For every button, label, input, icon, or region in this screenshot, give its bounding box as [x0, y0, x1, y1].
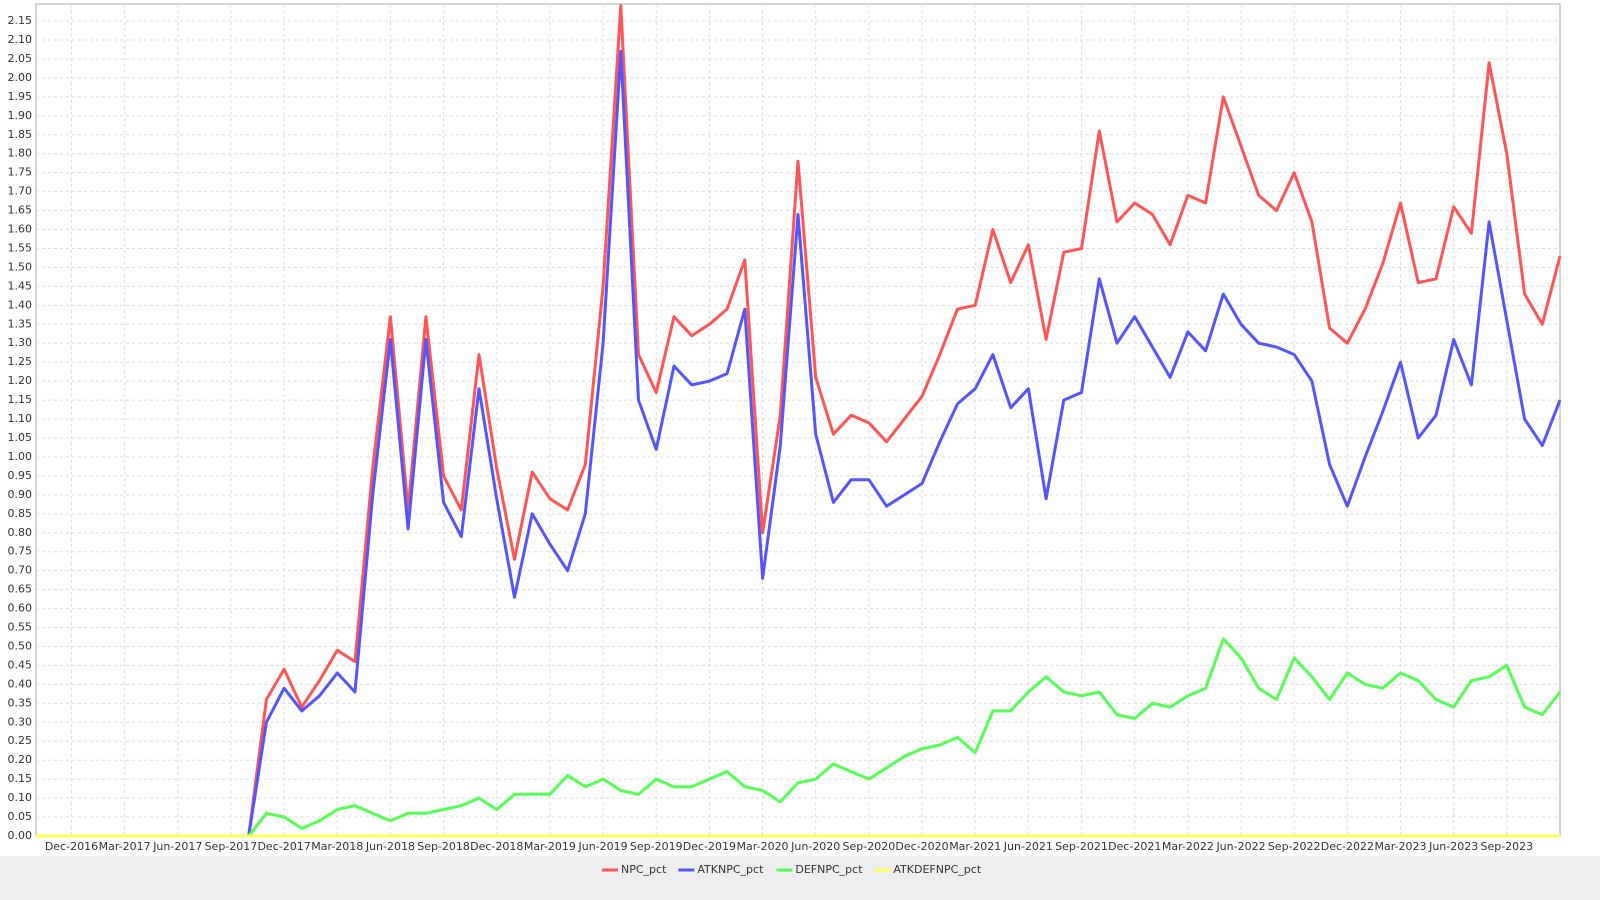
line-series [36, 637, 1562, 838]
x-tick-label: Jun-2017 [152, 840, 202, 853]
y-tick-label: 1.15 [8, 393, 33, 406]
line-series [36, 49, 1562, 838]
y-tick-label: 1.60 [8, 223, 33, 236]
x-tick-label: Sep-2017 [205, 840, 258, 853]
y-tick-label: 0.55 [8, 621, 33, 634]
x-tick-label: Jun-2021 [1003, 840, 1053, 853]
y-tick-label: 1.75 [8, 166, 33, 179]
x-tick-label: Dec-2018 [470, 840, 523, 853]
x-tick-label: Sep-2023 [1480, 840, 1533, 853]
y-tick-label: 1.70 [8, 185, 33, 198]
x-tick-label: Dec-2019 [683, 840, 736, 853]
y-tick-label: 0.15 [8, 772, 33, 785]
x-tick-label: Dec-2016 [45, 840, 98, 853]
y-tick-label: 0.60 [8, 602, 33, 615]
x-tick-label: Mar-2020 [737, 840, 789, 853]
y-tick-label: 0.65 [8, 583, 33, 596]
y-tick-label: 1.85 [8, 128, 33, 141]
y-tick-label: 0.30 [8, 715, 33, 728]
x-tick-label: Mar-2021 [949, 840, 1001, 853]
y-tick-label: 1.30 [8, 336, 33, 349]
legend-label: ATKNPC_pct [697, 863, 764, 876]
x-tick-label: Dec-2022 [1321, 840, 1374, 853]
x-tick-label: Sep-2018 [417, 840, 470, 853]
x-tick-label: Jun-2022 [1215, 840, 1265, 853]
legend-band [0, 856, 1600, 900]
y-tick-label: 1.65 [8, 204, 33, 217]
x-tick-label: Mar-2019 [524, 840, 576, 853]
x-tick-label: Sep-2020 [843, 840, 896, 853]
y-tick-label: 0.85 [8, 507, 33, 520]
y-tick-label: 1.55 [8, 241, 33, 254]
y-tick-label: 0.80 [8, 526, 33, 539]
y-tick-label: 0.35 [8, 696, 33, 709]
y-tick-label: 0.20 [8, 753, 33, 766]
legend-label: NPC_pct [621, 863, 667, 876]
y-tick-label: 0.70 [8, 564, 33, 577]
y-tick-label: 0.25 [8, 734, 33, 747]
x-tick-label: Mar-2022 [1162, 840, 1214, 853]
y-tick-label: 1.50 [8, 260, 33, 273]
x-tick-label: Mar-2018 [311, 840, 363, 853]
y-tick-label: 0.95 [8, 469, 33, 482]
x-tick-label: Jun-2020 [790, 840, 840, 853]
x-tick-label: Jun-2023 [1428, 840, 1478, 853]
y-tick-label: 0.00 [8, 829, 33, 842]
legend-label: ATKDEFNPC_pct [893, 863, 981, 876]
y-tick-label: 0.40 [8, 677, 33, 690]
x-tick-label: Dec-2017 [257, 840, 310, 853]
y-tick-label: 1.95 [8, 90, 33, 103]
legend-label: DEFNPC_pct [795, 863, 863, 876]
x-tick-label: Dec-2021 [1108, 840, 1161, 853]
x-tick-label: Sep-2021 [1055, 840, 1108, 853]
y-tick-label: 2.15 [8, 14, 33, 27]
y-tick-label: 0.45 [8, 658, 33, 671]
y-tick-label: 1.00 [8, 450, 33, 463]
x-tick-label: Dec-2020 [895, 840, 948, 853]
line-series [36, 4, 1562, 838]
y-tick-label: 1.05 [8, 431, 33, 444]
y-tick-label: 0.50 [8, 639, 33, 652]
y-tick-label: 0.05 [8, 810, 33, 823]
y-tick-label: 1.40 [8, 298, 33, 311]
x-tick-label: Jun-2019 [577, 840, 627, 853]
x-tick-label: Sep-2022 [1268, 840, 1321, 853]
y-tick-label: 1.80 [8, 147, 33, 160]
y-tick-label: 1.25 [8, 355, 33, 368]
y-tick-label: 2.00 [8, 71, 33, 84]
x-tick-label: Jun-2018 [365, 840, 415, 853]
y-tick-label: 2.10 [8, 33, 33, 46]
x-tick-label: Sep-2019 [630, 840, 683, 853]
y-tick-label: 1.10 [8, 412, 33, 425]
y-tick-label: 1.90 [8, 109, 33, 122]
x-tick-label: Mar-2023 [1375, 840, 1427, 853]
y-tick-label: 1.20 [8, 374, 33, 387]
y-tick-label: 0.75 [8, 545, 33, 558]
y-tick-label: 0.90 [8, 488, 33, 501]
y-tick-label: 1.35 [8, 317, 33, 330]
x-tick-label: Mar-2017 [99, 840, 151, 853]
y-tick-label: 0.10 [8, 791, 33, 804]
y-tick-label: 1.45 [8, 279, 33, 292]
y-tick-label: 2.05 [8, 52, 33, 65]
